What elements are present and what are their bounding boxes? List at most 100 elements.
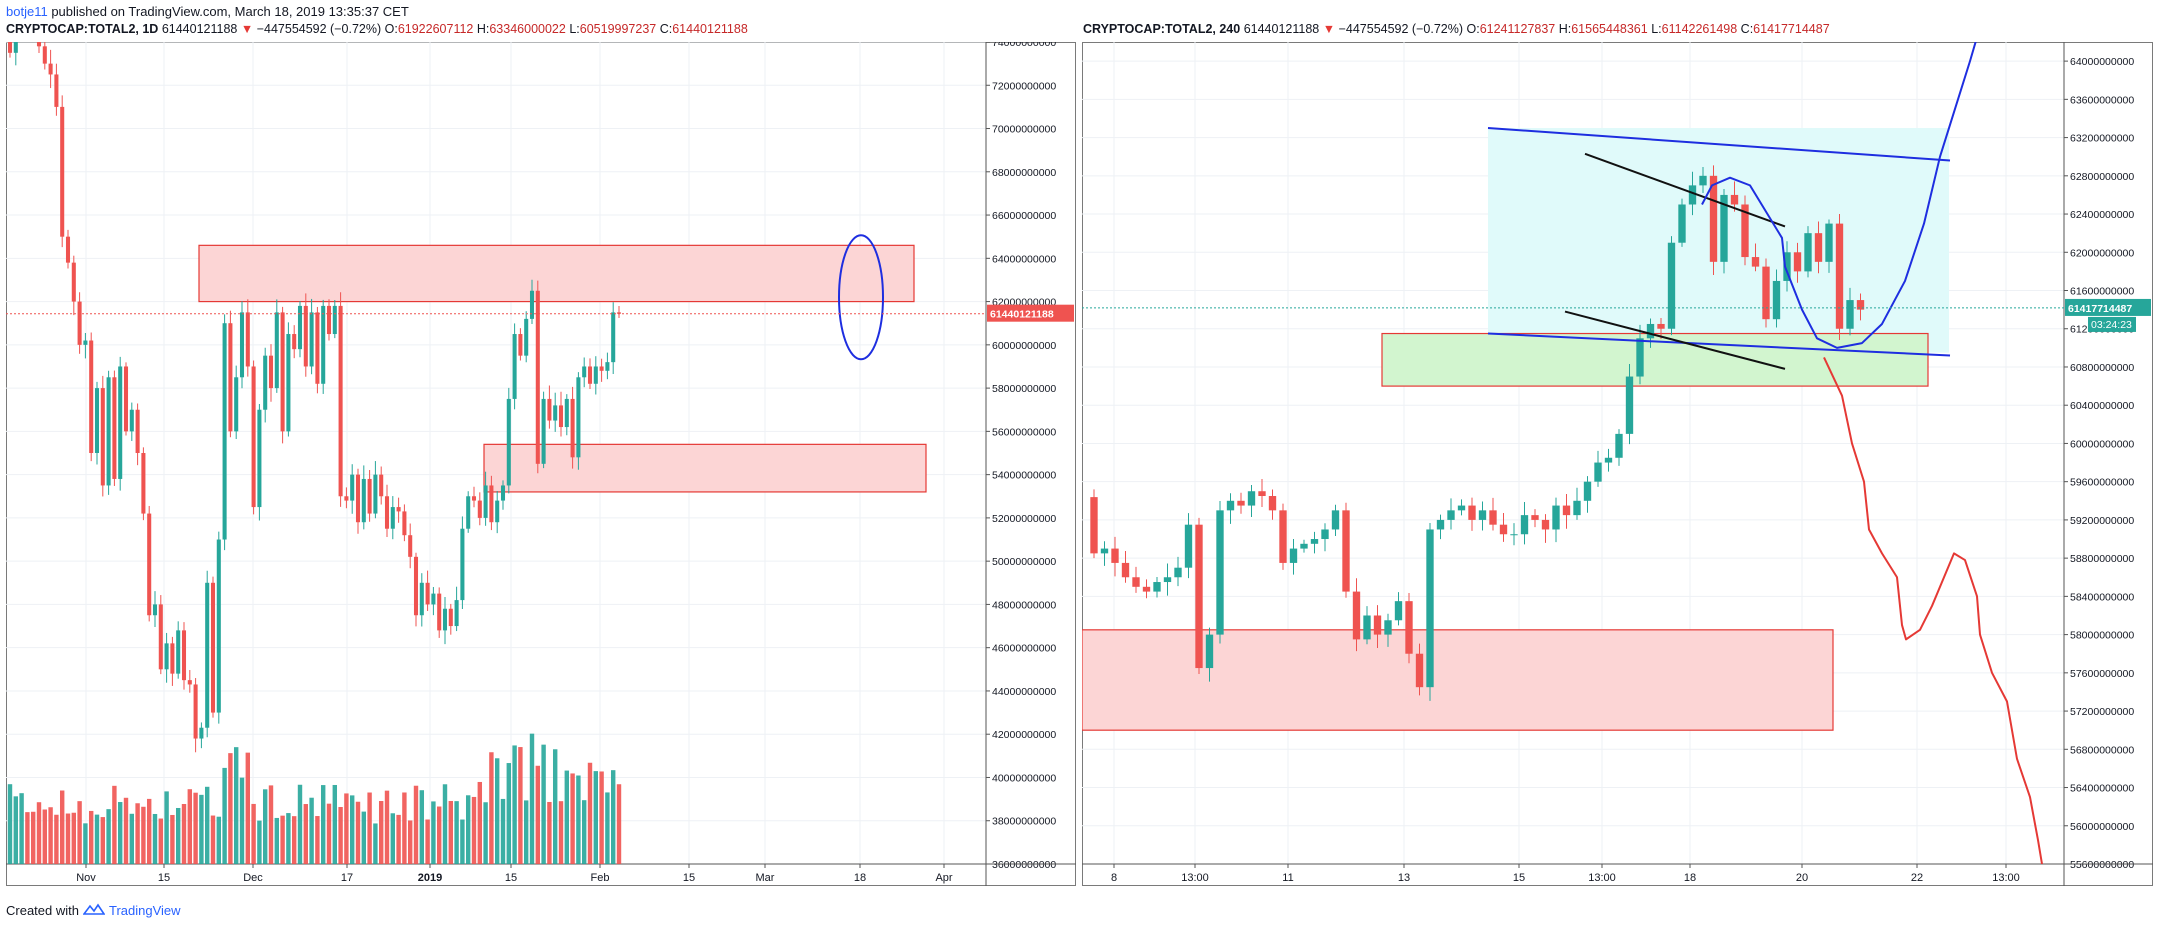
channel-lower-line bbox=[1487, 332, 1951, 357]
candle-body bbox=[373, 474, 378, 514]
volume-bar bbox=[30, 811, 36, 864]
y-tick-label: 63600000000 bbox=[2070, 94, 2134, 106]
candle-body bbox=[1405, 601, 1413, 654]
right-symbol[interactable]: CRYPTOCAP:TOTAL2, 240 bbox=[1083, 22, 1241, 36]
candle-body bbox=[1100, 548, 1109, 554]
volume-bar bbox=[251, 803, 256, 864]
volume-bar bbox=[431, 801, 436, 864]
candle-body bbox=[1856, 300, 1865, 310]
left-chart[interactable]: 74000000000 72000000000 70000000000 6800000… bbox=[6, 42, 1076, 886]
right-chart[interactable]: 64000000000 63600000000 63200000000 6280000… bbox=[1082, 42, 2153, 886]
right-close: 61417714487 bbox=[1753, 22, 1830, 36]
support-zone bbox=[483, 443, 927, 493]
volume-bar bbox=[65, 813, 71, 864]
tradingview-link[interactable]: TradingView bbox=[108, 903, 181, 918]
candle-body bbox=[297, 305, 303, 350]
candle-body bbox=[193, 684, 198, 739]
y-tick-label: 56400000000 bbox=[2070, 783, 2134, 795]
volume-bar bbox=[204, 786, 210, 864]
volume-bar bbox=[384, 790, 390, 864]
y-tick-label: 58400000000 bbox=[2070, 591, 2134, 603]
x-tick-label: 15 bbox=[505, 872, 517, 884]
candle-body bbox=[274, 312, 279, 389]
left-high: 63346000022 bbox=[489, 22, 566, 36]
candle-body bbox=[147, 513, 152, 616]
candle-body bbox=[489, 485, 494, 523]
x-tick-label: 13:00 bbox=[1181, 872, 1209, 884]
candle-body bbox=[1426, 529, 1434, 688]
candle-body bbox=[361, 478, 366, 523]
candle-body bbox=[158, 604, 163, 670]
x-tick-label: 11 bbox=[1282, 872, 1293, 884]
volume-bar bbox=[77, 801, 82, 864]
candle-body bbox=[1814, 233, 1823, 262]
y-tick-label: 56000000000 bbox=[992, 426, 1056, 438]
lower-zone bbox=[1082, 629, 1834, 731]
candle-body bbox=[1321, 529, 1329, 540]
candle-body bbox=[1457, 505, 1466, 511]
volume-bar bbox=[373, 823, 378, 864]
candle-body bbox=[1531, 515, 1539, 520]
candle-body bbox=[60, 106, 65, 237]
x-tick-label: 15 bbox=[683, 872, 695, 884]
last-price-tag bbox=[2065, 298, 2151, 316]
candle-body bbox=[390, 507, 395, 529]
candle-body bbox=[570, 398, 575, 458]
volume-bar bbox=[454, 801, 459, 864]
candle-body bbox=[344, 496, 349, 501]
volume-bar bbox=[59, 790, 65, 864]
candle-body bbox=[94, 388, 100, 453]
candle-body bbox=[529, 290, 535, 319]
candle-body bbox=[42, 46, 47, 64]
volume-bar bbox=[129, 813, 135, 864]
volume-bar bbox=[210, 815, 216, 864]
volume-bar bbox=[158, 818, 164, 864]
candle-body bbox=[1384, 620, 1392, 635]
volume-bar bbox=[146, 798, 152, 864]
y-tick-label: 56800000000 bbox=[2070, 744, 2134, 756]
candle-body bbox=[605, 362, 610, 371]
candles bbox=[7, 42, 622, 753]
volume-bar bbox=[471, 796, 477, 864]
volume-bar bbox=[413, 785, 419, 864]
candle-body bbox=[1352, 591, 1361, 640]
volume-bar bbox=[181, 803, 187, 864]
x-tick-label: 15 bbox=[1513, 872, 1525, 884]
candle-body bbox=[616, 312, 622, 314]
volume-bar bbox=[552, 749, 558, 864]
y-tick-label: 58800000000 bbox=[2070, 553, 2134, 565]
author-link[interactable]: botje11 bbox=[6, 4, 48, 19]
candle-body bbox=[379, 474, 384, 497]
candle-body bbox=[263, 355, 268, 410]
volume-bar bbox=[535, 765, 541, 864]
candle-body bbox=[303, 305, 308, 367]
volume-bar bbox=[547, 801, 552, 864]
x-tick-label: 22 bbox=[1911, 872, 1923, 884]
candle-body bbox=[129, 409, 134, 432]
candle-body bbox=[286, 334, 291, 432]
candle-body bbox=[454, 600, 459, 627]
candle-body bbox=[1247, 491, 1256, 506]
candle-body bbox=[541, 398, 546, 464]
candle-body bbox=[1573, 500, 1581, 516]
published-text: published on TradingView.com, March 18, … bbox=[51, 4, 409, 19]
y-tick-label: 54000000000 bbox=[992, 470, 1056, 482]
candle-body bbox=[222, 323, 227, 540]
y-tick-label: 64000000000 bbox=[2070, 56, 2134, 68]
left-symbol[interactable]: CRYPTOCAP:TOTAL2, 1D bbox=[6, 22, 159, 36]
volume-bar bbox=[338, 807, 343, 864]
y-tick-label: 55600000000 bbox=[2070, 859, 2134, 871]
candle-body bbox=[1121, 562, 1130, 578]
volume-bar bbox=[42, 809, 48, 864]
last-price-label: 61440121188 bbox=[990, 309, 1054, 321]
y-tick-label: 68000000000 bbox=[992, 167, 1056, 179]
volume-bar bbox=[344, 793, 349, 864]
right-c-label: C: bbox=[1740, 22, 1754, 36]
x-tick-label: Mar bbox=[756, 872, 775, 884]
candle-body bbox=[402, 511, 407, 536]
candle-body bbox=[466, 496, 471, 529]
candles bbox=[1090, 165, 1865, 701]
volume-bar bbox=[239, 777, 245, 864]
volume-bar bbox=[152, 813, 158, 864]
candle-body bbox=[257, 409, 262, 508]
